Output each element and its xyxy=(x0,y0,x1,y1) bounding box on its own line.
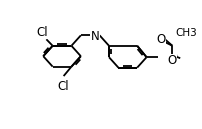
Text: CH3: CH3 xyxy=(176,28,197,38)
Text: N: N xyxy=(90,30,99,43)
Text: O: O xyxy=(157,33,166,46)
Text: O: O xyxy=(168,54,177,67)
Text: Cl: Cl xyxy=(58,80,69,93)
Text: Cl: Cl xyxy=(36,26,48,39)
